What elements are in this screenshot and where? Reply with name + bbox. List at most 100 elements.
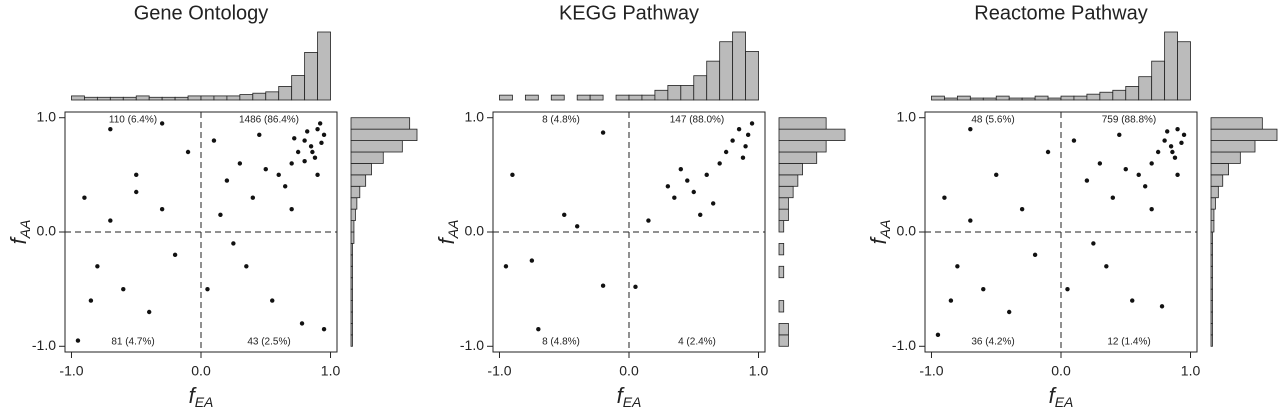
point [1165, 129, 1170, 134]
y-histogram-bar [350, 151, 384, 164]
point [1071, 138, 1077, 143]
point [1019, 206, 1025, 212]
y-histogram-bar [778, 117, 827, 130]
point [1084, 178, 1090, 183]
point [510, 172, 515, 178]
point [1172, 155, 1178, 160]
point [295, 149, 301, 155]
point [302, 158, 307, 164]
y-histogram-bar [778, 334, 789, 347]
x-histogram-bar [1047, 97, 1062, 101]
x-histogram-bar [732, 31, 746, 101]
point [1130, 298, 1135, 303]
y-histogram-bar [1210, 140, 1256, 153]
x-histogram-bar [161, 96, 176, 101]
panel-title: Gene Ontology [134, 2, 269, 24]
y-histogram-bar [778, 174, 799, 187]
y-histogram-bar [1210, 300, 1213, 313]
y-histogram-bar [778, 197, 789, 210]
x-histogram-bar [239, 94, 254, 101]
point [82, 195, 87, 200]
point [723, 149, 729, 155]
x-histogram-bar [524, 94, 539, 101]
point [633, 284, 638, 290]
y-histogram-bar [1210, 208, 1215, 221]
point [672, 195, 677, 200]
y-axis-label-sub: AA [445, 220, 461, 240]
quadrant-count: 759 (88.8%) [1102, 115, 1156, 126]
point [159, 206, 165, 212]
y-tick-label: 1.0 [897, 108, 917, 124]
y-histogram-bar [350, 128, 418, 141]
x-tick-label: 0.0 [191, 363, 211, 379]
x-histogram-bar [589, 94, 604, 101]
quadrant-count: 81 (4.7%) [111, 337, 154, 348]
point [749, 121, 755, 126]
x-histogram-bar [969, 97, 984, 101]
point [244, 264, 249, 269]
y-histogram-bar [350, 220, 355, 233]
y-histogram-bar [1210, 185, 1219, 199]
x-histogram-bar [1099, 91, 1114, 101]
x-histogram-bar [944, 97, 958, 101]
point [299, 321, 305, 326]
y-histogram-bar [350, 288, 353, 301]
point [536, 326, 541, 332]
x-histogram-bar [1060, 95, 1075, 101]
x-histogram-bar [84, 96, 98, 101]
x-histogram-bar [680, 85, 695, 101]
point [289, 206, 294, 212]
point [302, 138, 307, 143]
x-histogram-bar [1177, 41, 1191, 101]
point [1136, 172, 1141, 178]
point [95, 264, 100, 269]
y-histogram-bar [778, 243, 785, 256]
point [600, 130, 606, 135]
y-histogram-bar [1210, 277, 1213, 290]
y-histogram-bar [350, 163, 372, 176]
point [1175, 172, 1180, 178]
x-histogram-bar [226, 95, 241, 101]
point [600, 283, 606, 288]
y-histogram-bar [778, 185, 794, 199]
x-histogram-bar [1021, 97, 1036, 101]
y-histogram-bar [350, 254, 353, 267]
y-histogram-bar [778, 208, 789, 221]
y-histogram-bar [1210, 197, 1216, 210]
x-histogram-bar [615, 94, 630, 101]
x-axis-label: fEA [1049, 383, 1074, 410]
point [211, 138, 217, 143]
point [270, 298, 275, 303]
point [745, 132, 751, 138]
point [1179, 140, 1184, 146]
x-histogram-bar [641, 94, 656, 101]
point [646, 218, 651, 223]
point [955, 264, 960, 269]
y-histogram-bar [778, 128, 846, 141]
x-histogram-bar [109, 96, 124, 101]
point [218, 212, 223, 218]
y-histogram-bar [1210, 231, 1213, 244]
point [1006, 309, 1012, 315]
point [942, 195, 947, 200]
x-histogram-bar [693, 75, 708, 101]
x-axis-label-main: f [617, 383, 626, 408]
x-histogram-bar [956, 95, 971, 101]
y-histogram-bar [350, 265, 353, 279]
x-axis-label: fEA [189, 383, 214, 410]
point [665, 184, 671, 189]
x-histogram-bar [148, 96, 163, 101]
point [736, 126, 742, 132]
point [317, 121, 323, 126]
x-tick-label: -1.0 [487, 363, 511, 379]
y-histogram-bar [350, 185, 361, 199]
x-histogram-bar [252, 92, 267, 101]
point [1168, 144, 1174, 149]
x-histogram-bar [982, 97, 997, 101]
point [1032, 252, 1038, 258]
point [968, 126, 973, 132]
point [1175, 126, 1180, 132]
y-axis-label: fAA [6, 220, 33, 245]
quadrant-count: 110 (6.4%) [109, 115, 157, 126]
